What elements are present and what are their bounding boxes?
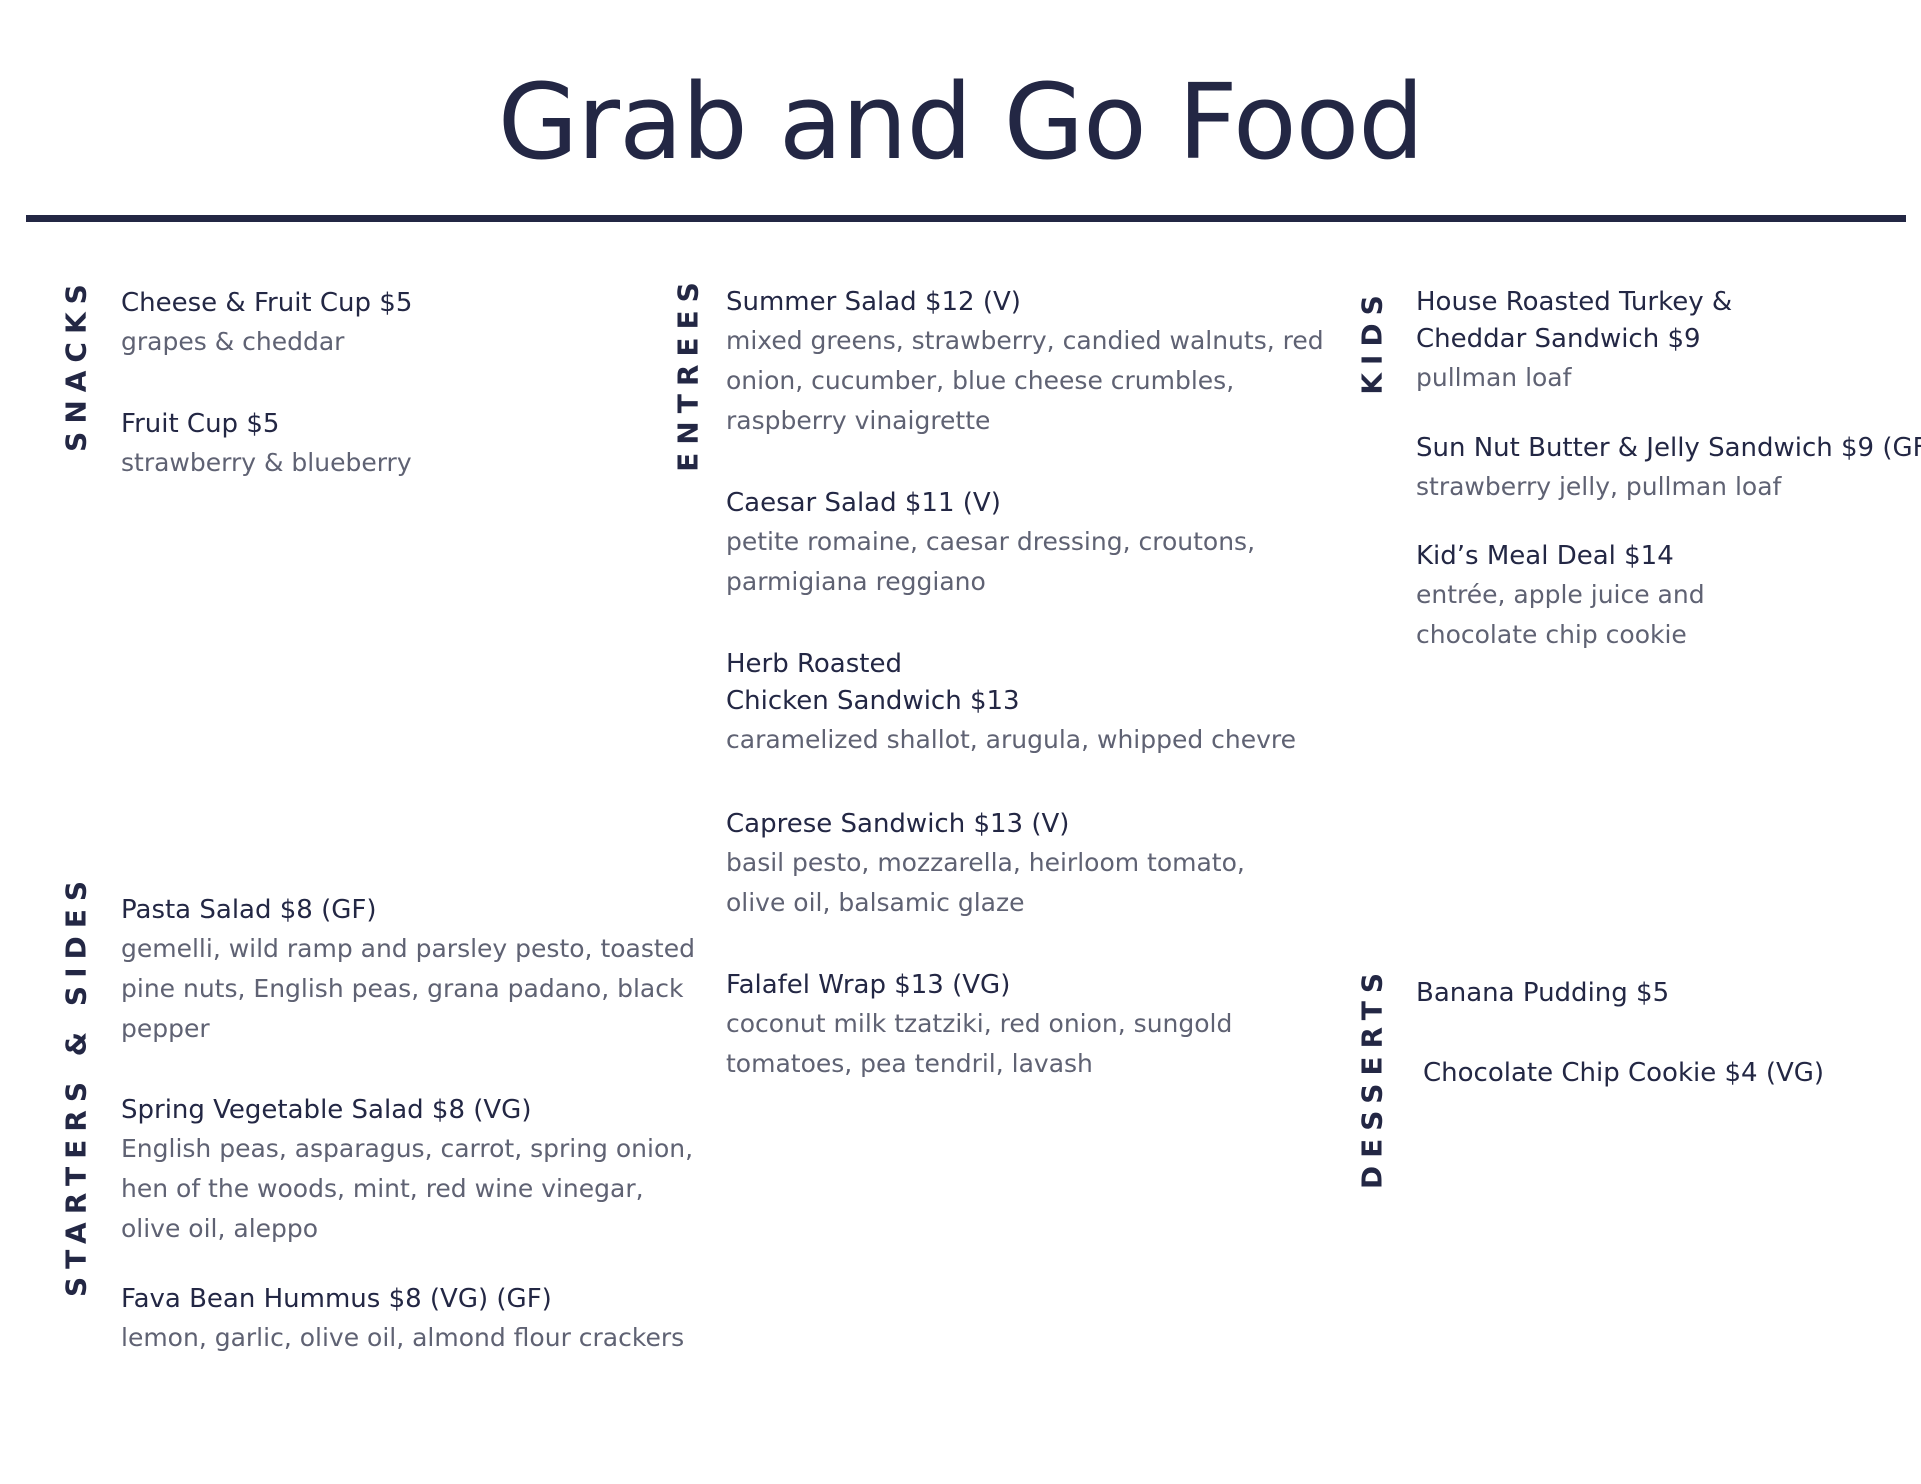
item-description: mixed greens, strawberry, candied walnut… (726, 326, 1324, 355)
menu-item: Pasta Salad $8 (GF) gemelli, wild ramp a… (121, 892, 695, 1049)
item-name: Caesar Salad $11 (V) (726, 488, 1001, 518)
item-name: House Roasted Turkey & (1416, 287, 1733, 317)
item-name: Falafel Wrap $13 (VG) (726, 970, 1011, 1000)
item-name: Cheddar Sandwich $9 (1416, 324, 1701, 354)
item-description: olive oil, balsamic glaze (726, 888, 1025, 917)
item-name: Chocolate Chip Cookie $4 (VG) (1423, 1058, 1825, 1088)
menu-item: Cheese & Fruit Cup $5 grapes & cheddar (121, 285, 412, 362)
item-name: Spring Vegetable Salad $8 (VG) (121, 1095, 532, 1125)
menu-item: Sun Nut Butter & Jelly Sandwich $9 (GF) … (1416, 430, 1921, 507)
item-name: Banana Pudding $5 (1416, 978, 1670, 1008)
menu-item: Fava Bean Hummus $8 (VG) (GF) lemon, gar… (121, 1281, 684, 1358)
item-description: entrée, apple juice and (1416, 580, 1705, 609)
item-description: grapes & cheddar (121, 327, 345, 356)
item-description: strawberry & blueberry (121, 448, 412, 477)
menu-item: Spring Vegetable Salad $8 (VG) English p… (121, 1092, 693, 1249)
menu-item: Herb Roasted Chicken Sandwich $13 carame… (726, 646, 1296, 760)
title-divider (26, 215, 1906, 222)
menu-item: Caprese Sandwich $13 (V) basil pesto, mo… (726, 806, 1245, 923)
menu-item: Kid’s Meal Deal $14 entrée, apple juice … (1416, 538, 1705, 655)
section-label-starters-sides: STARTERS & SIDES (59, 872, 93, 1298)
item-description: hen of the woods, mint, red wine vinegar… (121, 1174, 644, 1203)
item-description: olive oil, aleppo (121, 1214, 319, 1243)
menu-item: Falafel Wrap $13 (VG) coconut milk tzatz… (726, 967, 1232, 1084)
section-label-snacks: SNACKS (59, 276, 93, 452)
item-description: parmigiana reggiano (726, 567, 986, 596)
item-name: Pasta Salad $8 (GF) (121, 895, 377, 925)
page-title: Grab and Go Food (497, 61, 1425, 183)
item-description: pine nuts, English peas, grana padano, b… (121, 974, 684, 1003)
section-label-kids: KIDS (1355, 287, 1389, 395)
item-name: Chicken Sandwich $13 (726, 686, 1020, 716)
item-description: onion, cucumber, blue cheese crumbles, (726, 366, 1235, 395)
item-description: English peas, asparagus, carrot, spring … (121, 1134, 694, 1163)
menu-item: Caesar Salad $11 (V) petite romaine, cae… (726, 485, 1255, 602)
item-name: Fava Bean Hummus $8 (VG) (GF) (121, 1284, 552, 1314)
item-description: petite romaine, caesar dressing, crouton… (726, 527, 1256, 556)
item-description: caramelized shallot, arugula, whipped ch… (726, 725, 1297, 754)
item-description: chocolate chip cookie (1416, 620, 1687, 649)
section-label-desserts: DESSERTS (1355, 964, 1389, 1190)
section-label-entrees: ENTREES (671, 274, 705, 472)
menu-item: House Roasted Turkey & Cheddar Sandwich … (1416, 284, 1732, 398)
item-description: basil pesto, mozzarella, heirloom tomato… (726, 848, 1245, 877)
menu-item: Banana Pudding $5 (1416, 975, 1669, 1012)
menu-item: Fruit Cup $5 strawberry & blueberry (121, 406, 412, 483)
item-name: Caprese Sandwich $13 (V) (726, 809, 1070, 839)
item-name: Herb Roasted (726, 649, 902, 679)
item-name: Cheese & Fruit Cup $5 (121, 288, 413, 318)
item-name: Sun Nut Butter & Jelly Sandwich $9 (GF) (1416, 433, 1921, 463)
menu-item: Summer Salad $12 (V) mixed greens, straw… (726, 284, 1324, 441)
item-name: Kid’s Meal Deal $14 (1416, 541, 1674, 571)
item-description: pullman loaf (1416, 363, 1572, 392)
item-description: coconut milk tzatziki, red onion, sungol… (726, 1009, 1233, 1038)
item-name: Fruit Cup $5 (121, 409, 280, 439)
item-description: raspberry vinaigrette (726, 406, 991, 435)
item-description: tomatoes, pea tendril, lavash (726, 1049, 1093, 1078)
item-description: pepper (121, 1014, 210, 1043)
item-description: lemon, garlic, olive oil, almond flour c… (121, 1323, 685, 1352)
item-name: Summer Salad $12 (V) (726, 287, 1021, 317)
item-description: gemelli, wild ramp and parsley pesto, to… (121, 934, 695, 963)
menu-item: Chocolate Chip Cookie $4 (VG) (1423, 1055, 1824, 1092)
item-description: strawberry jelly, pullman loaf (1416, 472, 1782, 501)
